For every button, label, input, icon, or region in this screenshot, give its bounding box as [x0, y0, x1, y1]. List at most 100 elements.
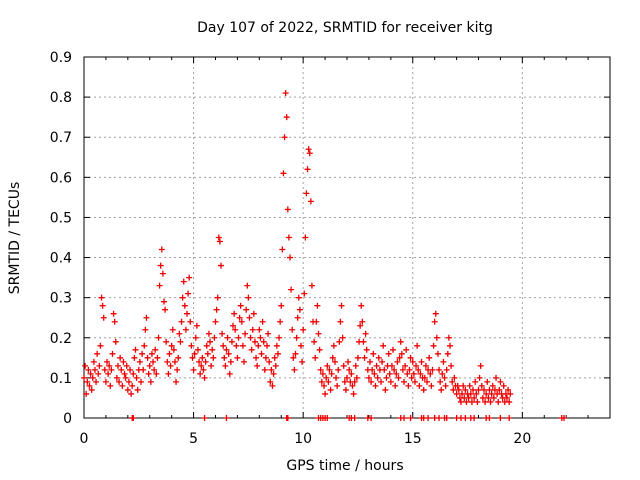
data-point — [490, 394, 497, 401]
data-point — [231, 310, 238, 317]
data-point — [121, 370, 128, 377]
data-point — [488, 390, 495, 397]
data-point — [354, 354, 361, 361]
data-point — [447, 342, 454, 349]
data-point — [433, 334, 440, 341]
data-point — [198, 362, 205, 369]
data-point — [101, 366, 108, 373]
data-point — [125, 378, 132, 385]
data-point — [443, 415, 450, 421]
data-point — [353, 374, 360, 381]
data-point — [122, 374, 129, 381]
data-point — [256, 326, 263, 333]
data-point — [269, 382, 276, 389]
data-point — [242, 330, 249, 337]
data-point — [416, 382, 423, 389]
data-point — [214, 294, 221, 301]
data-point — [453, 390, 460, 397]
data-point — [331, 358, 338, 365]
data-point — [221, 354, 228, 361]
data-point — [213, 306, 220, 313]
y-tick-label: 0.2 — [50, 331, 72, 347]
data-point — [249, 326, 256, 333]
data-point — [497, 378, 504, 385]
data-point — [317, 366, 324, 373]
data-point — [131, 354, 138, 361]
data-point — [268, 366, 275, 373]
data-point — [471, 415, 478, 421]
data-point — [230, 322, 237, 329]
data-point — [333, 374, 340, 381]
data-point — [196, 358, 203, 365]
data-point — [235, 334, 242, 341]
data-point — [315, 330, 322, 337]
data-point — [445, 334, 452, 341]
data-point — [318, 378, 325, 385]
data-point — [145, 370, 152, 377]
data-point — [399, 366, 406, 373]
data-point — [163, 338, 170, 345]
data-point — [201, 374, 208, 381]
data-point — [302, 234, 309, 241]
data-point — [106, 362, 113, 369]
data-point — [371, 370, 378, 377]
data-point — [462, 386, 469, 393]
data-point — [146, 362, 153, 369]
data-point — [472, 378, 479, 385]
data-point — [82, 362, 89, 369]
data-point — [465, 394, 472, 401]
data-point — [87, 370, 94, 377]
data-point — [478, 382, 485, 389]
data-point — [112, 338, 119, 345]
data-point — [141, 342, 148, 349]
data-point — [212, 318, 219, 325]
data-point — [296, 306, 303, 313]
data-point — [406, 366, 413, 373]
data-point — [432, 310, 439, 317]
data-point — [110, 310, 117, 317]
data-point — [388, 362, 395, 369]
data-point — [359, 318, 366, 325]
data-point — [265, 330, 272, 337]
data-point — [248, 346, 255, 353]
data-point — [495, 398, 502, 405]
data-point — [284, 206, 291, 213]
data-point — [340, 362, 347, 369]
data-point — [239, 342, 246, 349]
data-point — [360, 338, 367, 345]
data-point — [440, 358, 447, 365]
data-point — [462, 415, 469, 421]
data-point — [503, 394, 510, 401]
data-point — [137, 378, 144, 385]
data-point — [264, 342, 271, 349]
data-point — [319, 370, 326, 377]
data-point — [292, 350, 299, 357]
data-point — [236, 314, 243, 321]
data-point — [431, 318, 438, 325]
data-point — [426, 354, 433, 361]
data-point — [140, 366, 147, 373]
data-point — [297, 342, 304, 349]
data-point — [266, 358, 273, 365]
data-point — [202, 358, 209, 365]
data-point — [486, 415, 493, 421]
data-point — [467, 390, 474, 397]
data-point — [363, 346, 370, 353]
y-tick-label: 0.5 — [50, 210, 72, 226]
data-point — [434, 350, 441, 357]
data-point — [357, 322, 364, 329]
data-point — [438, 386, 445, 393]
data-point — [227, 358, 234, 365]
data-point — [282, 90, 289, 97]
data-point — [97, 342, 104, 349]
data-point — [181, 302, 188, 309]
data-point — [409, 358, 416, 365]
data-point — [306, 150, 313, 157]
data-point — [173, 378, 180, 385]
data-point — [226, 370, 233, 377]
data-point — [396, 354, 403, 361]
data-point — [473, 390, 480, 397]
data-point — [203, 342, 210, 349]
data-point — [194, 346, 201, 353]
